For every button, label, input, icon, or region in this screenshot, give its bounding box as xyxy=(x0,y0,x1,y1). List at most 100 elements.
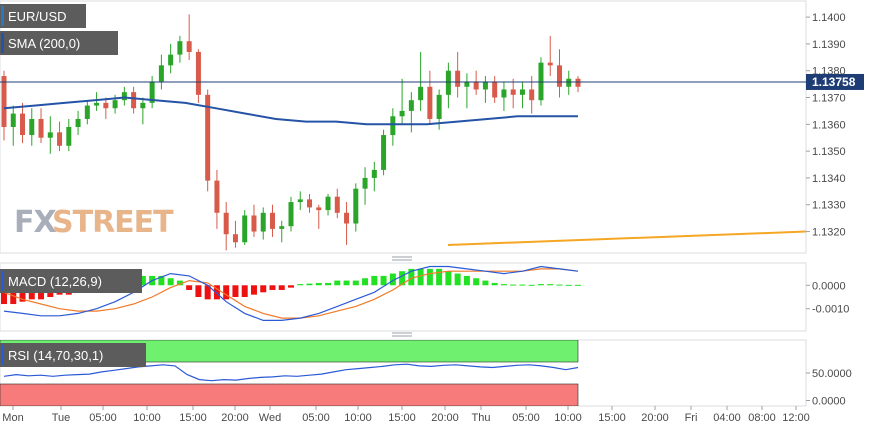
rsi-label-accent xyxy=(1,345,4,365)
candle xyxy=(38,108,44,144)
macd-histogram-bar xyxy=(204,285,211,300)
candle xyxy=(538,57,544,106)
candle xyxy=(242,210,248,245)
macd-histogram-bar xyxy=(519,284,526,286)
candle xyxy=(519,81,525,109)
macd-histogram-bar xyxy=(19,285,26,302)
sma-label-text: SMA (200,0) xyxy=(8,36,80,51)
time-tick-label: Mon xyxy=(2,412,23,424)
candle-body xyxy=(10,113,16,127)
candle xyxy=(390,108,396,146)
rsi-tick-label: 50.0000 xyxy=(812,368,852,380)
candles xyxy=(1,14,581,251)
macd-label[interactable]: MACD (12,26,9) xyxy=(0,269,142,293)
macd-histogram-bar xyxy=(565,284,572,286)
macd-label-text: MACD (12,26,9) xyxy=(8,274,102,289)
candle xyxy=(334,188,340,219)
candle xyxy=(168,43,174,74)
candle-body xyxy=(473,81,479,90)
candle-body xyxy=(288,202,294,227)
price-tick-label: 1.1370 xyxy=(812,93,846,105)
candle-body xyxy=(242,215,248,243)
macd-histogram-bar xyxy=(380,275,387,286)
candle xyxy=(307,194,313,213)
candle-body xyxy=(38,118,44,138)
trend-line-segment xyxy=(447,230,806,246)
macd-histogram-bar xyxy=(10,285,17,305)
candle-body xyxy=(223,212,229,235)
macd-histogram-bar xyxy=(288,285,294,288)
candle-body xyxy=(510,89,516,95)
sma-label-box xyxy=(0,31,118,55)
candle xyxy=(371,161,377,192)
macd-histogram-bar xyxy=(352,280,359,286)
candle xyxy=(269,204,275,237)
macd-histogram-bar xyxy=(325,282,332,286)
sma-line xyxy=(3,96,578,126)
trend-line xyxy=(447,230,806,246)
pane-resize-handle-rsi[interactable] xyxy=(392,332,412,337)
candle-body xyxy=(205,94,211,181)
macd-histogram-bar xyxy=(371,275,378,286)
time-tick-label: 12:00 xyxy=(782,412,810,424)
pane-resize-handle-macd[interactable] xyxy=(392,256,412,261)
candle-body xyxy=(371,169,377,178)
candle-body xyxy=(519,89,525,95)
candle xyxy=(353,183,359,232)
macd-histogram-bar xyxy=(176,280,183,286)
macd-histogram-bar xyxy=(445,271,452,286)
instrument-label[interactable]: EUR/USD xyxy=(0,4,86,28)
candle-body xyxy=(20,113,26,136)
macd-label-accent xyxy=(1,271,4,291)
macd-histogram-bar xyxy=(241,285,248,297)
price-tick-label: 1.1390 xyxy=(812,39,846,51)
candle xyxy=(408,92,414,133)
macd-histogram-bar xyxy=(436,268,443,286)
candle-body xyxy=(75,118,81,127)
time-tick-label: 15:00 xyxy=(388,412,416,424)
time-tick-label: 05:00 xyxy=(89,412,117,424)
current-price-tag xyxy=(806,73,864,90)
time-tick-label: 05:00 xyxy=(512,412,540,424)
candle xyxy=(75,110,81,136)
candle xyxy=(223,202,229,251)
candle xyxy=(177,35,183,63)
macd-axis: 0.0000 -0.0010 xyxy=(806,280,849,316)
sma-label[interactable]: SMA (200,0) xyxy=(0,31,118,55)
candle xyxy=(279,220,285,243)
macd-histogram-bar xyxy=(1,285,7,305)
sma-label-accent xyxy=(1,33,4,53)
candle-body xyxy=(29,118,35,136)
candle-body xyxy=(103,102,109,109)
time-tick-label: 20:00 xyxy=(221,412,249,424)
candle xyxy=(94,92,100,111)
candle-body xyxy=(195,51,201,95)
candle xyxy=(427,70,433,125)
candle xyxy=(205,89,211,192)
candle-body xyxy=(344,212,350,224)
time-tick-label: 15:00 xyxy=(598,412,626,424)
candle-body xyxy=(575,78,581,87)
candle-body xyxy=(149,81,155,103)
macd-histogram-bar xyxy=(426,268,433,286)
candle-body xyxy=(427,86,433,119)
price-tick-label: 1.1330 xyxy=(812,200,846,212)
macd-histogram-bar xyxy=(556,284,563,286)
rsi-label-text: RSI (14,70,30,1) xyxy=(8,348,103,363)
candle-body xyxy=(492,81,498,98)
watermark-fx: FX xyxy=(14,205,56,240)
time-tick-label: 10:00 xyxy=(344,412,372,424)
candle xyxy=(399,78,405,125)
candle-body xyxy=(334,196,340,213)
macd-histogram-bar xyxy=(575,284,581,286)
price-tick-label: 1.1350 xyxy=(812,146,846,158)
rsi-label[interactable]: RSI (14,70,30,1) xyxy=(0,343,146,367)
candle-body xyxy=(177,41,183,55)
candle-body xyxy=(121,92,127,101)
macd-histogram-bar xyxy=(186,285,193,290)
candle xyxy=(362,167,368,205)
candle-body xyxy=(232,234,238,243)
macd-histogram-bar xyxy=(389,273,396,286)
candle xyxy=(131,86,137,114)
candle xyxy=(316,204,322,229)
